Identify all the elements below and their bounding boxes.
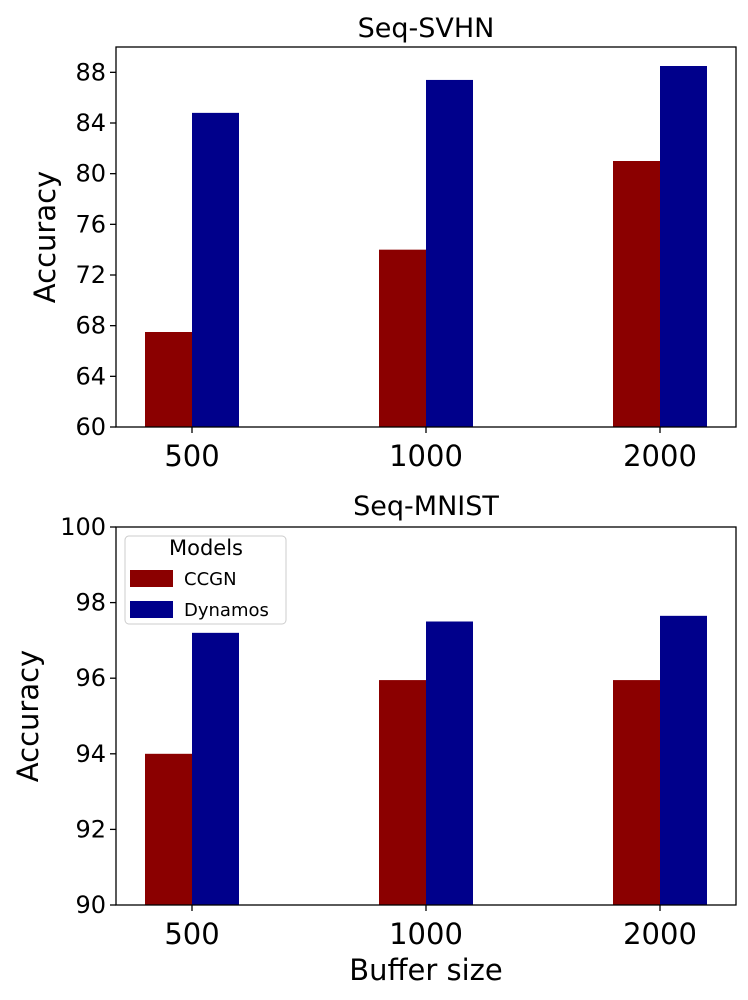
mnist-y-tick-label-94: 94: [75, 740, 106, 768]
mnist-bar-ccgn-500: [145, 753, 192, 905]
mnist-x-axis-label: Buffer size: [349, 953, 502, 987]
svhn-y-tick-label-88: 88: [75, 58, 106, 86]
svhn-x-tick-label-1000: 1000: [389, 439, 463, 473]
svhn-bar-ccgn-500: [145, 332, 192, 427]
svhn-y-tick-label-72: 72: [75, 261, 106, 289]
legend: Models CCGN Dynamos: [124, 535, 287, 625]
legend-title: Models: [169, 536, 243, 560]
legend-swatch-ccgn: [130, 570, 173, 587]
svhn-chart-title: Seq-SVHN: [358, 13, 495, 44]
svhn-y-tick-label-84: 84: [75, 109, 106, 137]
mnist-y-axis-label: Accuracy: [11, 650, 45, 782]
svhn-bar-ccgn-1000: [379, 249, 426, 427]
svhn-x-tick-label-2000: 2000: [623, 439, 697, 473]
mnist-y-tick-label-96: 96: [75, 664, 106, 692]
mnist-bar-dynamos-500: [192, 632, 239, 905]
svhn-bar-dynamos-1000: [426, 79, 473, 427]
mnist-chart: Seq-MNIST 90 92 94 96 98 100 500 1000 2000 Accu…: [11, 491, 737, 987]
svhn-y-ticks: 60 64 68 72 76 80 84 88: [75, 58, 116, 441]
mnist-bar-ccgn-2000: [613, 680, 660, 905]
mnist-bars: [145, 615, 707, 905]
svhn-x-tick-label-500: 500: [164, 439, 219, 473]
svhn-bars: [145, 66, 707, 427]
legend-label-ccgn: CCGN: [184, 569, 237, 590]
svhn-y-tick-label-68: 68: [75, 312, 106, 340]
mnist-chart-title: Seq-MNIST: [353, 491, 499, 522]
mnist-x-tick-label-1000: 1000: [389, 917, 463, 951]
legend-swatch-dynamos: [130, 601, 173, 618]
mnist-bar-ccgn-1000: [379, 680, 426, 905]
svhn-chart: Seq-SVHN 60 64 68 72 76 80 84 88 500 1000 2000 Ac…: [28, 13, 737, 473]
mnist-y-tick-label-90: 90: [75, 891, 106, 919]
mnist-bar-dynamos-1000: [426, 621, 473, 905]
svhn-bar-dynamos-2000: [660, 66, 707, 427]
legend-label-dynamos: Dynamos: [184, 600, 269, 621]
svhn-y-tick-label-60: 60: [75, 413, 106, 441]
svhn-y-tick-label-80: 80: [75, 160, 106, 188]
mnist-y-ticks: 90 92 94 96 98 100: [60, 513, 116, 919]
mnist-y-tick-label-100: 100: [60, 513, 106, 541]
mnist-y-tick-label-92: 92: [75, 815, 106, 843]
mnist-x-tick-label-500: 500: [164, 917, 219, 951]
svhn-x-ticks: 500 1000 2000: [164, 427, 697, 473]
svhn-y-tick-label-76: 76: [75, 210, 106, 238]
mnist-y-tick-label-98: 98: [75, 589, 106, 617]
svhn-bar-ccgn-2000: [613, 161, 660, 427]
svhn-y-tick-label-64: 64: [75, 362, 106, 390]
mnist-bar-dynamos-2000: [660, 615, 707, 905]
mnist-x-ticks: 500 1000 2000: [164, 905, 697, 951]
svhn-y-axis-label: Accuracy: [28, 171, 62, 303]
mnist-x-tick-label-2000: 2000: [623, 917, 697, 951]
svhn-bar-dynamos-500: [192, 112, 239, 427]
